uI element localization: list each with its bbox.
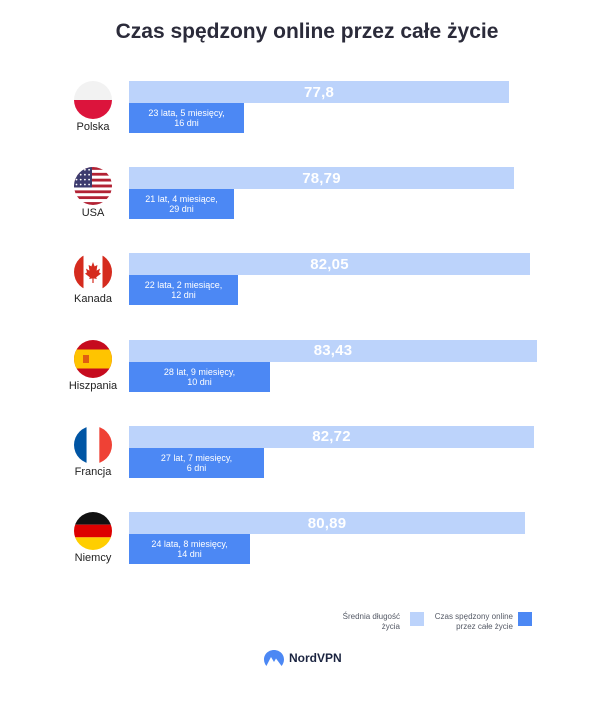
nordvpn-mountain-icon	[264, 650, 284, 666]
legend-label-time-online: Czas spędzony online przez całe życie	[430, 612, 513, 632]
country-row: Niemcy 80,89 24 lata, 8 miesięcy, 14 dni	[0, 512, 614, 582]
country-label: Kanada	[74, 293, 112, 306]
bar-time-online-label: 22 lata, 2 miesiące, 12 dni	[145, 280, 223, 300]
germany-flag-icon	[74, 512, 112, 550]
country-label: Polska	[76, 121, 110, 133]
bar-life-expectancy-label: 78,79	[302, 169, 341, 187]
bar-time-online: 24 lata, 8 miesięcy, 14 dni	[129, 534, 250, 564]
country-label: Francja	[74, 465, 112, 478]
bar-time-online-label-line: 12 dni	[171, 290, 196, 301]
legend-swatch-life-expectancy	[410, 612, 424, 626]
bar-time-online-label: 27 lat, 7 miesięcy, 6 dni	[161, 453, 232, 473]
france-flag-icon	[74, 425, 112, 464]
legend-label-line: Średnia długość	[342, 612, 400, 621]
country-row: Polska 77,8 23 lata, 5 miesięcy, 16 dni	[0, 81, 614, 151]
country-row: USA 78,79 21 lat, 4 miesiące, 29 dni	[0, 167, 614, 237]
bar-time-online-label-line: 16 dni	[174, 118, 199, 128]
bar-time-online-label-line: 10 dni	[187, 376, 212, 387]
nordvpn-logo: NordVPN	[263, 648, 342, 668]
bar-life-expectancy: 83,43	[129, 339, 537, 362]
country-label: USA	[81, 207, 105, 220]
bar-life-expectancy: 80,89	[129, 512, 525, 534]
nordvpn-wordmark: NordVPN	[289, 651, 342, 665]
bar-time-online-label-line: 23 lata, 5 miesięcy,	[148, 108, 225, 118]
country-row: Kanada 82,05 22 lata, 2 miesiące, 12 dni	[0, 253, 614, 323]
bar-life-expectancy: 82,72	[129, 425, 534, 448]
bar-time-online: 27 lat, 7 miesięcy, 6 dni	[129, 447, 264, 478]
bar-time-online-label: 21 lat, 4 miesiące, 29 dni	[145, 194, 218, 214]
country-label: Niemcy	[74, 552, 112, 564]
bar-time-online-label-line: 29 dni	[169, 204, 194, 215]
bar-life-expectancy-label: 80,89	[307, 514, 347, 532]
bar-life-expectancy-label: 83,43	[313, 342, 353, 360]
usa-flag-icon	[74, 167, 112, 206]
bar-time-online-label: 23 lata, 5 miesięcy, 16 dni	[148, 108, 224, 128]
bar-time-online-label-line: 6 dni	[186, 462, 207, 473]
bar-life-expectancy-label: 77,8	[304, 83, 334, 101]
bar-time-online: 22 lata, 2 miesiące, 12 dni	[129, 275, 238, 306]
legend-label-life-expectancy: Średnia długość życia	[300, 612, 400, 632]
bar-time-online-label-line: 14 dni	[177, 549, 202, 559]
bar-time-online-label-line: 24 lata, 8 miesięcy,	[151, 539, 228, 549]
legend-swatch-time-online	[518, 612, 532, 626]
spain-flag-icon	[74, 339, 112, 378]
country-row: Hiszpania 83,43 28 lat, 9 miesięcy, 10 dni	[0, 339, 614, 410]
bar-life-expectancy-label: 82,05	[310, 255, 349, 273]
bar-time-online-label-line: 27 lat, 7 miesięcy,	[160, 452, 233, 463]
bar-life-expectancy: 77,8	[129, 81, 509, 103]
canada-flag-icon	[74, 253, 112, 292]
country-row: Francja 82,72 27 lat, 7 miesięcy, 6 dni	[0, 425, 614, 496]
poland-flag-icon	[74, 81, 112, 119]
bar-time-online-label-line: 21 lat, 4 miesiące,	[145, 194, 218, 205]
legend-label-line: przez całe życie	[456, 622, 513, 631]
bar-time-online-label-line: 28 lat, 9 miesięcy,	[163, 366, 236, 377]
bar-time-online: 23 lata, 5 miesięcy, 16 dni	[129, 103, 244, 133]
bar-time-online-label: 28 lat, 9 miesięcy, 10 dni	[164, 367, 235, 387]
bar-time-online-label-line: 22 lata, 2 miesiące,	[144, 280, 223, 291]
bar-time-online: 28 lat, 9 miesięcy, 10 dni	[129, 361, 270, 392]
country-label: Hiszpania	[68, 379, 118, 392]
legend-label-line: Czas spędzony online	[434, 612, 513, 621]
legend-label-line: życia	[381, 622, 400, 631]
page-title: Czas spędzony online przez całe życie	[115, 20, 499, 43]
bar-time-online: 21 lat, 4 miesiące, 29 dni	[129, 189, 234, 220]
bar-life-expectancy: 82,05	[129, 253, 530, 276]
bar-life-expectancy: 78,79	[129, 167, 514, 190]
bar-life-expectancy-label: 82,72	[312, 428, 351, 446]
bar-time-online-label: 24 lata, 8 miesięcy, 14 dni	[151, 539, 227, 559]
